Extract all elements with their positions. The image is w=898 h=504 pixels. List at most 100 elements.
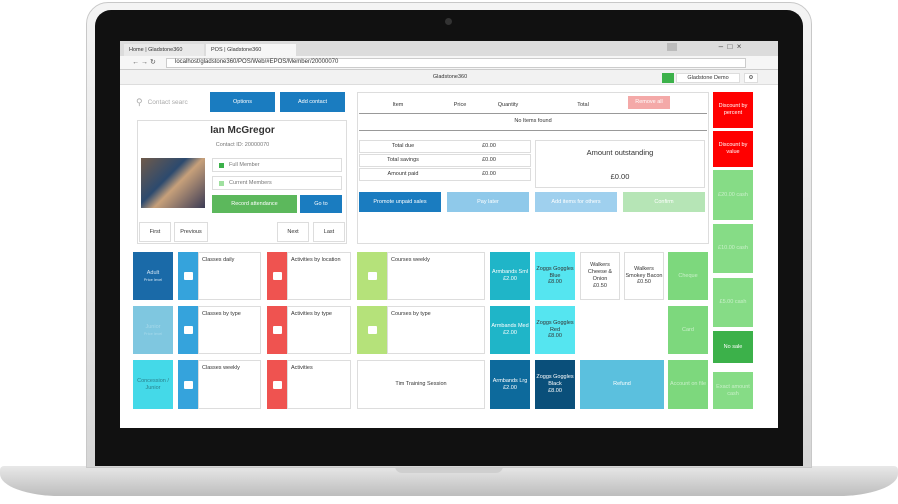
- tile-label[interactable]: Courses by type: [387, 306, 485, 354]
- tile-label[interactable]: Classes by type: [198, 306, 261, 354]
- tile-price: £2.00: [503, 276, 517, 282]
- membership: Current Members: [212, 176, 342, 190]
- goto-button[interactable]: Go to: [300, 195, 342, 213]
- tile[interactable]: Zoggs Goggles Black £8.00: [535, 360, 575, 409]
- nav-buttons[interactable]: ← → ↻: [132, 58, 156, 66]
- tile[interactable]: Walkers Smokey Bacon £0.50: [624, 252, 664, 300]
- tile[interactable]: Adult Price level: [133, 252, 173, 300]
- tile-label: Walkers Cheese & Onion: [587, 262, 613, 282]
- tile-label[interactable]: Activities by type: [287, 306, 351, 354]
- column-header: Price: [453, 101, 467, 108]
- membership-label: Current Members: [229, 179, 272, 186]
- search-input[interactable]: ⚲ Contact searc: [136, 93, 206, 113]
- tile[interactable]: Zoggs Goggles Blue £8.00: [535, 252, 575, 300]
- tab[interactable]: Home | Gladstone360: [124, 44, 204, 56]
- confirm-button[interactable]: Confirm: [623, 192, 705, 212]
- tile-label: Zoggs Goggles Red: [536, 319, 574, 333]
- next-button[interactable]: Next: [277, 222, 309, 242]
- tile-label[interactable]: Courses weekly: [387, 252, 485, 300]
- first-button[interactable]: First: [139, 222, 171, 242]
- tile[interactable]: Armbands Med £2.00: [490, 306, 530, 354]
- promote-button[interactable]: Promote unpaid sales: [359, 192, 441, 212]
- side-tile[interactable]: £10.00 cash: [713, 224, 753, 273]
- tile-icon[interactable]: [357, 306, 387, 354]
- tile-icon[interactable]: [357, 252, 387, 300]
- previous-button[interactable]: Previous: [174, 222, 208, 242]
- divider: [359, 113, 707, 114]
- side-tile[interactable]: £20.00 cash: [713, 170, 753, 220]
- tile-label: Adult: [146, 270, 160, 277]
- icon-glyph: [183, 326, 193, 334]
- contact-id: Contact ID: 20000070: [215, 141, 270, 148]
- tile[interactable]: Walkers Cheese & Onion £0.50: [580, 252, 620, 300]
- tile-icon[interactable]: [178, 360, 198, 409]
- record-attendance-button[interactable]: Record attendance: [212, 195, 297, 213]
- tile-icon[interactable]: [178, 306, 198, 354]
- membership: Full Member: [212, 158, 342, 172]
- tile-sub: Price level: [143, 276, 163, 282]
- add-items-button[interactable]: Add items for others: [535, 192, 617, 212]
- window-controls[interactable]: – □ ×: [718, 42, 742, 51]
- icon-glyph: [272, 326, 282, 334]
- tile-icon[interactable]: [267, 360, 287, 409]
- side-tile[interactable]: Discount by value: [713, 131, 753, 167]
- user-menu[interactable]: Gladstone Demo: [676, 73, 740, 83]
- tile[interactable]: Concession / Junior: [133, 360, 173, 409]
- tab[interactable]: POS | Gladstone360: [206, 44, 296, 56]
- alert-button[interactable]: [662, 73, 674, 83]
- url[interactable]: localhost/gladstone360/POS/Web/#EPOS/Mem…: [166, 58, 746, 68]
- tile-icon[interactable]: [267, 306, 287, 354]
- tile-label: Armbands Lrg: [492, 377, 528, 384]
- tile[interactable]: Armbands Lrg £2.00: [490, 360, 530, 409]
- tile[interactable]: Armbands Sml £2.00: [490, 252, 530, 300]
- options-button[interactable]: Options: [210, 92, 275, 112]
- empty-message: No Items found: [514, 118, 552, 125]
- tile-label: Tim Training Session: [395, 381, 447, 388]
- tile-label: Refund: [613, 381, 631, 388]
- tile[interactable]: Junior Price level: [133, 306, 173, 354]
- icon-glyph: [367, 326, 377, 334]
- icon-glyph: [272, 380, 282, 389]
- total-label: Total due: [391, 143, 415, 150]
- tile-icon[interactable]: [267, 252, 287, 300]
- tile-label: Junior: [145, 324, 161, 331]
- last-button[interactable]: Last: [313, 222, 345, 242]
- tile-label[interactable]: Activities: [287, 360, 351, 409]
- tile-label[interactable]: Activities by location: [287, 252, 351, 300]
- icon-glyph: [367, 272, 377, 280]
- settings[interactable]: ⚙: [744, 73, 758, 83]
- side-tile[interactable]: No sale: [713, 331, 753, 363]
- app-header: [120, 70, 778, 85]
- tile[interactable]: Cheque: [668, 252, 708, 300]
- tile[interactable]: Account on file: [668, 360, 708, 409]
- profile-icon[interactable]: [667, 43, 677, 51]
- tile[interactable]: Zoggs Goggles Red £8.00: [535, 306, 575, 354]
- tile-price: £0.50: [593, 282, 607, 289]
- icon-glyph: [272, 272, 282, 280]
- total-label: Total savings: [387, 157, 419, 164]
- outstanding-value: £0.00: [610, 172, 630, 182]
- column-header: Quantity: [497, 101, 519, 108]
- side-tile[interactable]: £5.00 cash: [713, 278, 753, 327]
- tile-price: £0.50: [637, 279, 651, 286]
- tile-price: £2.00: [503, 330, 517, 336]
- search-icon: ⚲: [136, 97, 143, 108]
- laptop-notch: [395, 466, 503, 473]
- tile-label[interactable]: Classes daily: [198, 252, 261, 300]
- side-tile[interactable]: Discount by percent: [713, 92, 753, 128]
- side-tile[interactable]: Exact amount cash: [713, 372, 753, 409]
- total-row: Amount paid £0.00: [359, 168, 531, 181]
- tile[interactable]: Card: [668, 306, 708, 354]
- tile[interactable]: Refund: [580, 360, 664, 409]
- tile-icon[interactable]: [178, 252, 198, 300]
- pay-later-button[interactable]: Pay later: [447, 192, 529, 212]
- icon-glyph: [183, 380, 193, 389]
- add-contact-button[interactable]: Add contact: [280, 92, 345, 112]
- tile-label[interactable]: Classes weekly: [198, 360, 261, 409]
- remove-all-button[interactable]: Remove all: [628, 96, 670, 109]
- tile-label: Card: [682, 326, 694, 333]
- camera: [445, 18, 452, 25]
- tile[interactable]: Tim Training Session: [357, 360, 485, 409]
- total-value: £0.00: [482, 143, 496, 150]
